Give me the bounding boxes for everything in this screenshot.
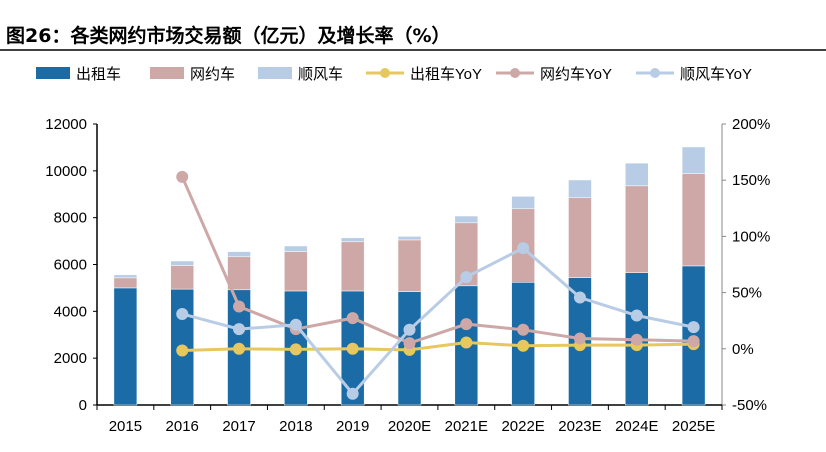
legend-marker <box>510 68 520 78</box>
bar-顺风车 <box>113 274 138 279</box>
right-tick-label: 150% <box>732 172 770 189</box>
bar-网约车 <box>625 185 649 273</box>
chart-title: 图26：各类网约市场交易额（亿元）及增长率（%） <box>6 24 450 47</box>
legend-label: 网约车 <box>190 66 235 83</box>
legend-label: 出租车 <box>76 66 121 83</box>
right-tick-label: 50% <box>732 285 762 302</box>
legend-swatch <box>150 67 184 79</box>
bar-网约车 <box>284 251 308 292</box>
point-顺风车YoY <box>460 271 473 284</box>
legend-swatch <box>258 67 292 79</box>
x-tick-label: 2016 <box>166 418 199 435</box>
bar-顺风车 <box>284 245 308 252</box>
left-tick-label: 6000 <box>54 257 87 274</box>
point-出租车YoY <box>289 343 302 356</box>
point-顺风车YoY <box>630 309 643 322</box>
point-顺风车YoY <box>176 307 189 320</box>
right-tick-label: 100% <box>732 228 770 245</box>
x-tick-label: 2021E <box>445 418 488 435</box>
x-tick-label: 2022E <box>501 418 544 435</box>
x-tick-label: 2019 <box>336 418 369 435</box>
point-网约车YoY <box>403 337 416 350</box>
x-tick-label: 2015 <box>109 418 142 435</box>
line-出租车YoY <box>182 341 694 352</box>
left-tick-label: 10000 <box>45 163 87 180</box>
x-tick-label: 2025E <box>672 418 715 435</box>
point-出租车YoY <box>176 344 189 357</box>
point-网约车YoY <box>630 333 643 346</box>
point-顺风车YoY <box>289 318 302 331</box>
point-顺风车YoY <box>687 321 700 334</box>
point-网约车YoY <box>233 300 246 313</box>
plot-area: 0 2000 4000 6000 8000 10000 12000 -50% 0% 50% 100%… <box>45 116 770 435</box>
point-网约车YoY <box>687 335 700 348</box>
left-tick-label: 12000 <box>45 116 87 133</box>
point-网约车YoY <box>176 170 189 183</box>
legend-marker <box>650 68 660 78</box>
x-tick-label: 2017 <box>222 418 255 435</box>
legend: 出租车 网约车 顺风车 出租车YoY 网约车YoY 顺风车YoY <box>36 66 752 83</box>
bar-顺风车 <box>681 146 706 174</box>
bar-网约车 <box>170 265 194 290</box>
line-网约车YoY <box>180 176 694 345</box>
bar-网约车 <box>568 197 592 278</box>
point-网约车YoY <box>460 318 473 331</box>
point-出租车YoY <box>517 339 530 352</box>
point-网约车YoY <box>346 312 359 325</box>
legend-label: 网约车YoY <box>540 66 612 83</box>
point-出租车YoY <box>346 342 359 355</box>
line-顺风车YoY <box>181 246 694 397</box>
left-tick-label: 2000 <box>54 350 87 367</box>
bar-顺风车 <box>625 162 649 187</box>
point-顺风车YoY <box>517 242 530 255</box>
bar-顺风车 <box>454 215 479 224</box>
left-tick-label: 8000 <box>54 210 87 227</box>
right-tick-label: 0% <box>732 341 754 358</box>
bar-网约车 <box>681 173 706 267</box>
bar-顺风车 <box>511 196 535 210</box>
legend-label: 出租车YoY <box>410 66 482 83</box>
bar-顺风车 <box>170 260 194 266</box>
legend-label: 顺风车 <box>298 66 343 83</box>
legend-swatch <box>36 67 70 79</box>
point-网约车YoY <box>517 323 530 336</box>
left-tick-label: 0 <box>79 397 87 414</box>
point-出租车YoY <box>233 342 246 355</box>
bar-网约车 <box>113 277 138 289</box>
bar-顺风车 <box>340 237 365 243</box>
point-顺风车YoY <box>403 323 416 336</box>
bar-网约车 <box>340 241 365 292</box>
x-tick-label: 2020E <box>388 418 431 435</box>
right-tick-label: 200% <box>732 116 770 133</box>
point-顺风车YoY <box>346 387 359 400</box>
bar-出租车 <box>113 287 138 406</box>
bar-顺风车 <box>227 251 251 258</box>
legend-marker <box>380 68 390 78</box>
bar-顺风车 <box>397 236 422 241</box>
point-顺风车YoY <box>573 291 586 304</box>
x-tick-label: 2018 <box>279 418 312 435</box>
x-tick-label: 2023E <box>558 418 601 435</box>
left-tick-label: 4000 <box>54 303 87 320</box>
bar-顺风车 <box>568 179 592 199</box>
right-tick-label: -50% <box>732 397 767 414</box>
x-tick-label: 2024E <box>615 418 658 435</box>
point-网约车YoY <box>573 332 586 345</box>
point-顺风车YoY <box>233 323 246 336</box>
bar-网约车 <box>397 239 422 292</box>
point-出租车YoY <box>460 336 473 349</box>
legend-label: 顺风车YoY <box>680 66 752 83</box>
